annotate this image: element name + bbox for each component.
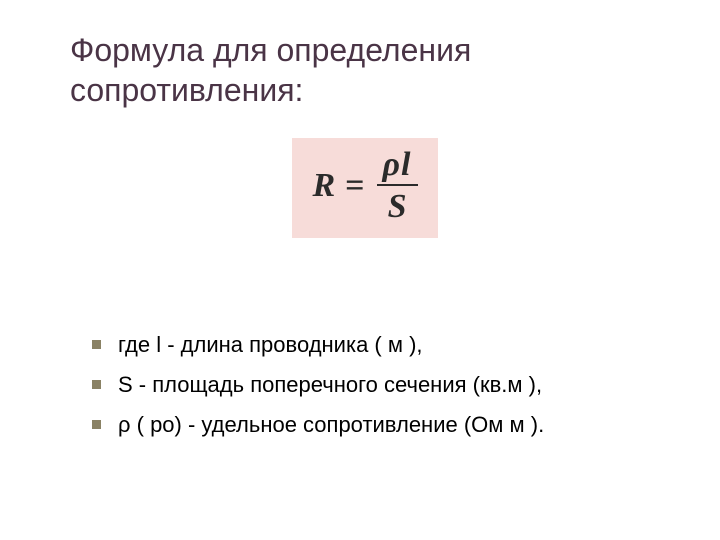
formula-numerator: ρl	[377, 148, 418, 186]
slide-title: Формула для определения сопротивления:	[70, 30, 660, 110]
formula-equals: =	[345, 167, 364, 205]
formula-denominator: S	[382, 186, 413, 224]
list-item: S - площадь поперечного сечения (кв.м ),	[90, 368, 660, 402]
list-item: где l - длина проводника ( м ),	[90, 328, 660, 362]
formula-fraction: ρl S	[377, 148, 418, 224]
bullet-text: где l - длина проводника ( м ),	[118, 332, 423, 357]
bullet-text: ρ ( ро) - удельное сопротивление (Ом м )…	[118, 412, 544, 437]
formula-lhs: R	[312, 167, 335, 205]
formula-box: R = ρl S	[292, 138, 437, 238]
bullet-text: S - площадь поперечного сечения (кв.м ),	[118, 372, 542, 397]
bullet-list: где l - длина проводника ( м ), S - площ…	[90, 328, 660, 442]
slide: Формула для определения сопротивления: R…	[0, 0, 720, 540]
list-item: ρ ( ро) - удельное сопротивление (Ом м )…	[90, 408, 660, 442]
formula-container: R = ρl S	[70, 138, 660, 238]
